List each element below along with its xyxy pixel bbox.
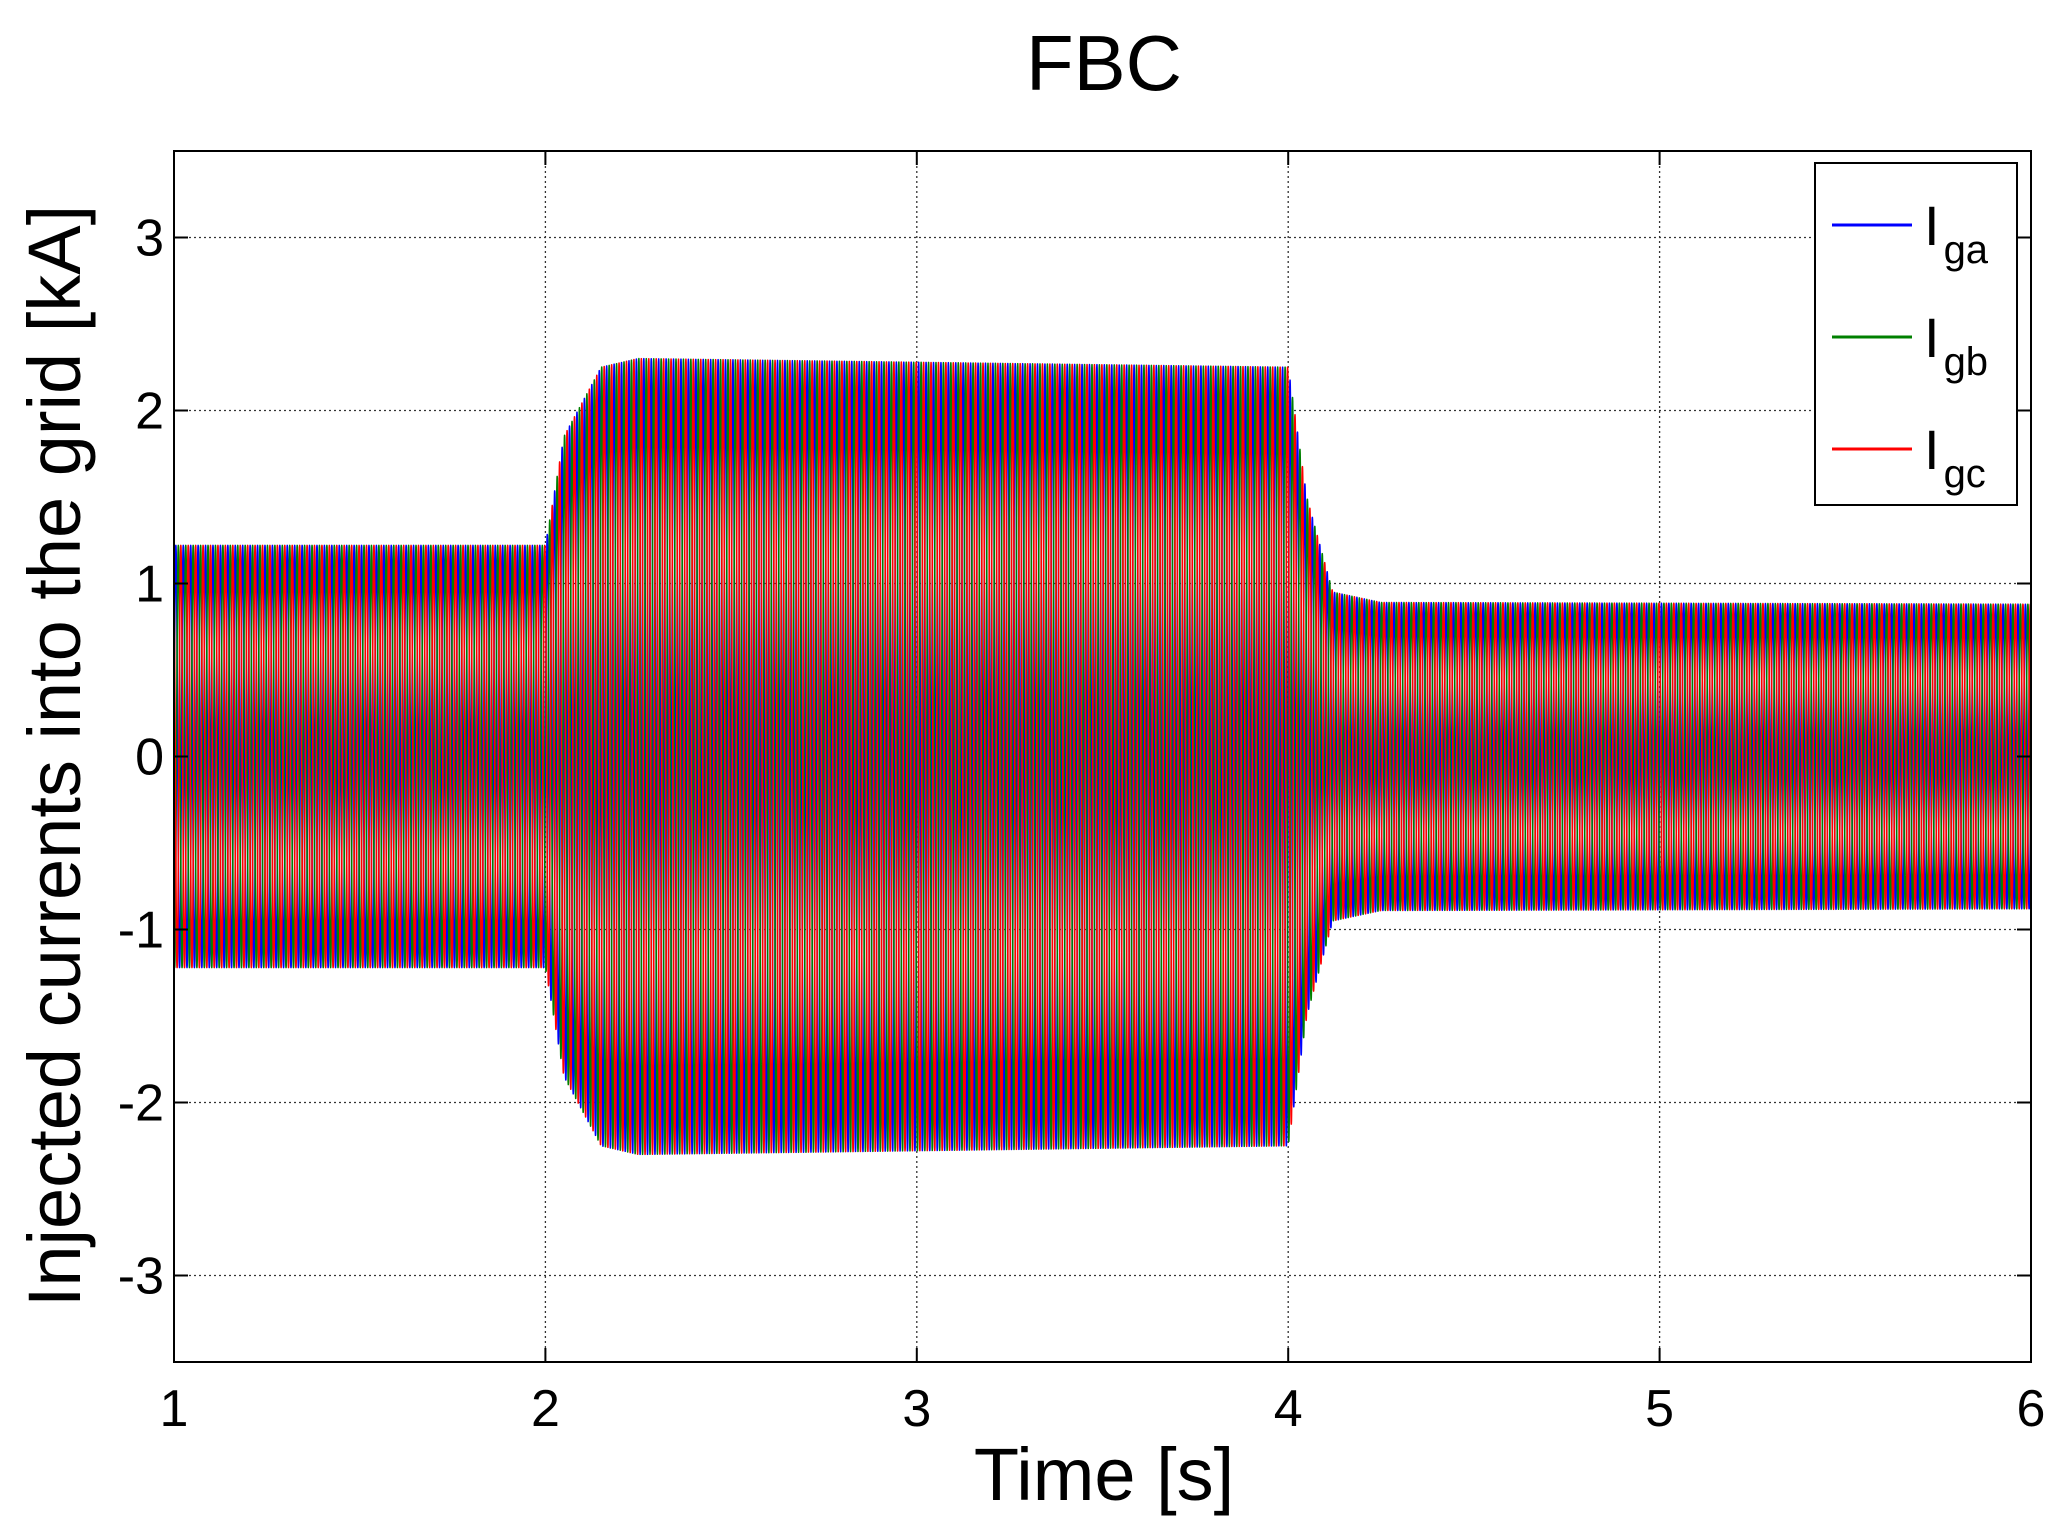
x-tick-label: 6	[2017, 1380, 2046, 1438]
y-tick-label: -2	[118, 1075, 164, 1133]
plot-area	[173, 150, 2032, 1363]
chart-title: FBC	[1026, 19, 1182, 107]
y-axis-label: Injected currents into the grid [kA]	[13, 205, 96, 1307]
x-tick-label: 5	[1645, 1380, 1674, 1438]
y-tick-label: 0	[135, 729, 164, 787]
x-tick-label: 3	[902, 1380, 931, 1438]
series-line-gc	[173, 357, 2032, 1156]
tick-marks	[173, 151, 2032, 1362]
series-line-ga	[173, 357, 2032, 1156]
legend-box	[1814, 162, 2018, 506]
x-tick-label: 1	[160, 1380, 189, 1438]
y-tick-label: 1	[135, 556, 164, 614]
y-tick-label: 2	[135, 383, 164, 441]
x-tick-label: 4	[1274, 1380, 1303, 1438]
y-tick-label: -3	[118, 1248, 164, 1306]
series-line-gb	[173, 357, 2032, 1156]
x-axis-label: Time [s]	[974, 1433, 1234, 1516]
y-tick-label: -1	[118, 902, 164, 960]
y-tick-labels: -3 -2 -1 0 1 2 3	[118, 210, 164, 1306]
x-tick-labels: 1 2 3 4 5 6	[160, 1380, 2046, 1438]
x-tick-label: 2	[531, 1380, 560, 1438]
series-layer	[173, 357, 2032, 1156]
y-tick-label: 3	[135, 210, 164, 268]
